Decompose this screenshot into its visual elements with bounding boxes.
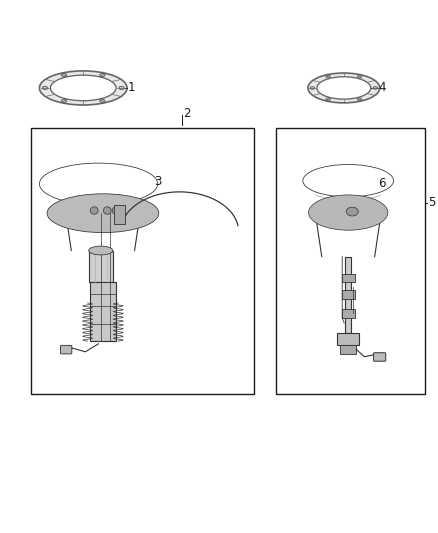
Ellipse shape	[61, 99, 67, 102]
Ellipse shape	[315, 198, 381, 227]
Ellipse shape	[66, 198, 140, 228]
Ellipse shape	[47, 194, 159, 232]
Ellipse shape	[61, 74, 67, 77]
Ellipse shape	[112, 207, 120, 214]
Ellipse shape	[357, 98, 362, 101]
Text: 6: 6	[378, 177, 386, 190]
Ellipse shape	[303, 165, 394, 197]
Bar	[342, 309, 355, 318]
Ellipse shape	[39, 163, 158, 205]
Text: 1: 1	[128, 82, 135, 94]
Bar	[31, 128, 254, 394]
Bar	[340, 345, 356, 354]
Text: 4: 4	[378, 82, 386, 94]
Ellipse shape	[90, 207, 98, 214]
Ellipse shape	[326, 98, 330, 101]
Ellipse shape	[119, 86, 124, 90]
Bar	[90, 282, 116, 341]
Ellipse shape	[100, 74, 105, 77]
Ellipse shape	[373, 86, 378, 90]
Ellipse shape	[308, 195, 388, 230]
Ellipse shape	[326, 75, 330, 78]
Ellipse shape	[39, 71, 127, 105]
Bar	[342, 273, 355, 282]
Ellipse shape	[88, 246, 113, 255]
Ellipse shape	[346, 207, 358, 216]
Ellipse shape	[100, 99, 105, 102]
Bar	[276, 128, 425, 394]
Ellipse shape	[310, 86, 314, 90]
Ellipse shape	[103, 207, 111, 214]
Bar	[342, 290, 355, 299]
Bar	[114, 205, 125, 224]
Ellipse shape	[357, 75, 362, 78]
Ellipse shape	[42, 86, 47, 90]
Bar	[337, 333, 359, 345]
Bar	[346, 257, 351, 333]
Bar	[88, 251, 113, 282]
Text: 5: 5	[428, 196, 435, 209]
FancyBboxPatch shape	[60, 345, 72, 354]
Ellipse shape	[318, 170, 378, 191]
FancyBboxPatch shape	[374, 353, 386, 361]
Text: 3: 3	[154, 175, 162, 188]
Ellipse shape	[317, 77, 371, 99]
Ellipse shape	[308, 73, 380, 103]
Ellipse shape	[50, 75, 116, 101]
Text: 2: 2	[183, 107, 191, 120]
Ellipse shape	[59, 170, 138, 198]
